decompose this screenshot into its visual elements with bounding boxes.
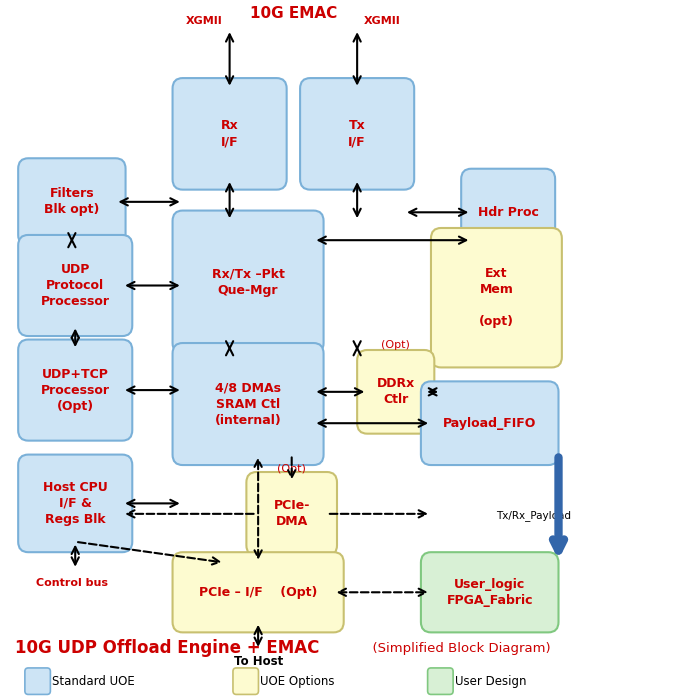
FancyBboxPatch shape: [431, 228, 562, 368]
FancyBboxPatch shape: [233, 668, 258, 694]
Text: DDRx
Ctlr: DDRx Ctlr: [377, 377, 415, 406]
FancyBboxPatch shape: [461, 169, 555, 256]
FancyBboxPatch shape: [18, 340, 132, 440]
FancyBboxPatch shape: [357, 350, 434, 434]
Text: Hdr Proc: Hdr Proc: [478, 206, 539, 219]
FancyBboxPatch shape: [173, 343, 324, 465]
Text: (Opt): (Opt): [381, 340, 410, 350]
Text: (Simplified Block Diagram): (Simplified Block Diagram): [364, 642, 551, 655]
Text: Ext
Mem

(opt): Ext Mem (opt): [479, 267, 514, 328]
FancyBboxPatch shape: [173, 78, 286, 190]
Text: UDP
Protocol
Processor: UDP Protocol Processor: [40, 263, 110, 308]
Text: Host CPU
I/F &
Regs Blk: Host CPU I/F & Regs Blk: [43, 481, 108, 526]
Text: XGMII: XGMII: [186, 16, 223, 26]
Text: PCIe – I/F    (Opt): PCIe – I/F (Opt): [199, 586, 317, 598]
Text: PCIe-
DMA: PCIe- DMA: [274, 499, 310, 528]
Text: Rx/Tx –Pkt
Que-Mgr: Rx/Tx –Pkt Que-Mgr: [212, 267, 284, 297]
Text: Standard UOE: Standard UOE: [53, 675, 135, 687]
Text: UDP+TCP
Processor
(Opt): UDP+TCP Processor (Opt): [40, 368, 110, 412]
Text: Tx/Rx_Payload: Tx/Rx_Payload: [497, 510, 572, 521]
Text: 4/8 DMAs
SRAM Ctl
(internal): 4/8 DMAs SRAM Ctl (internal): [215, 382, 282, 426]
FancyBboxPatch shape: [300, 78, 415, 190]
Text: User Design: User Design: [455, 675, 526, 687]
Text: Filters
Blk opt): Filters Blk opt): [44, 188, 100, 216]
FancyBboxPatch shape: [18, 235, 132, 336]
Text: To Host: To Host: [233, 655, 283, 668]
FancyBboxPatch shape: [421, 552, 559, 632]
FancyBboxPatch shape: [18, 158, 125, 246]
Text: XGMII: XGMII: [364, 16, 400, 26]
FancyArrowPatch shape: [553, 457, 564, 551]
FancyBboxPatch shape: [25, 668, 51, 694]
Text: Control bus: Control bus: [36, 578, 108, 588]
FancyBboxPatch shape: [173, 211, 324, 354]
Text: 10G UDP Offload Engine + EMAC: 10G UDP Offload Engine + EMAC: [15, 639, 319, 657]
Text: (Opt): (Opt): [277, 464, 306, 474]
FancyBboxPatch shape: [427, 668, 453, 694]
Text: Rx
I/F: Rx I/F: [220, 120, 239, 148]
Text: Tx
I/F: Tx I/F: [348, 120, 366, 148]
FancyBboxPatch shape: [18, 454, 132, 552]
Text: UOE Options: UOE Options: [260, 675, 335, 687]
Text: Payload_FIFO: Payload_FIFO: [443, 416, 537, 430]
FancyBboxPatch shape: [421, 382, 559, 465]
FancyBboxPatch shape: [173, 552, 344, 632]
FancyBboxPatch shape: [247, 472, 337, 556]
Text: 10G EMAC: 10G EMAC: [250, 6, 337, 21]
Text: User_logic
FPGA_Fabric: User_logic FPGA_Fabric: [446, 578, 533, 607]
